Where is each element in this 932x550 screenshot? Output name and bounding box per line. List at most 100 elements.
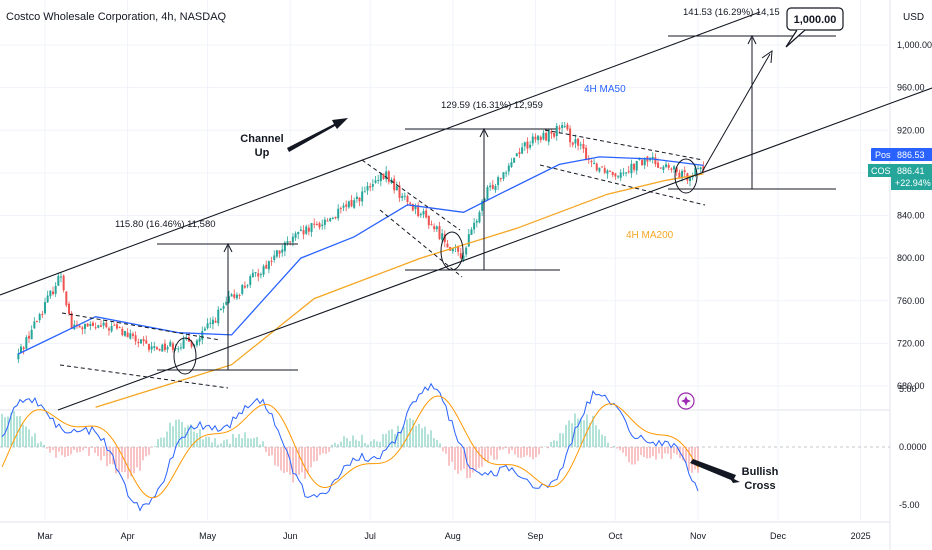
macd-histogram-bar	[493, 447, 495, 460]
candle-body	[342, 205, 345, 208]
chart-drawings[interactable]	[0, 7, 932, 483]
candle-body	[230, 294, 233, 297]
candle-body	[115, 324, 118, 329]
candle-body	[515, 153, 518, 157]
macd-histogram-bar	[427, 434, 429, 447]
channel-upper-line[interactable]	[0, 11, 761, 296]
macd-histogram-bar	[382, 434, 384, 447]
candle-body	[355, 196, 358, 200]
candle-body	[395, 186, 398, 191]
candle-body	[446, 243, 449, 248]
macd-histogram-bar	[652, 447, 654, 457]
macd-histogram-bar	[625, 447, 627, 457]
macd-histogram-bar	[226, 439, 228, 447]
macd-histogram-bar	[457, 447, 459, 474]
macd-histogram-bar	[433, 438, 435, 447]
macd-histogram-bar	[94, 447, 96, 453]
macd-histogram-bar	[502, 447, 504, 450]
macd-histogram-bar	[358, 441, 360, 447]
macd-histogram-bar	[313, 447, 315, 462]
pattern1-upper-dashed	[61, 312, 221, 341]
candle-body	[451, 248, 454, 252]
macd-histogram-bar	[499, 447, 501, 451]
macd-histogram-bar	[55, 447, 57, 458]
candle-body	[555, 125, 558, 136]
macd-histogram-bar	[634, 447, 636, 465]
price-tick-label: 840.00	[897, 211, 925, 221]
macd-histogram-bar	[325, 447, 327, 454]
candle-body	[315, 223, 318, 225]
candle-body	[265, 264, 268, 269]
candle-body	[430, 224, 433, 226]
macd-histogram-bar	[676, 447, 678, 455]
macd-histogram-bar	[166, 431, 168, 447]
ticker-value: 886.41	[897, 166, 925, 176]
candle-body	[257, 273, 260, 277]
candle-body	[526, 141, 529, 149]
projection-arrow	[701, 53, 771, 173]
macd-histogram-bar	[148, 447, 150, 455]
macd-histogram-bar	[235, 437, 237, 447]
candle-body	[641, 159, 644, 166]
candle-body	[547, 129, 550, 142]
macd-histogram-bar	[190, 424, 192, 447]
macd-histogram-bar	[232, 433, 234, 447]
candle-body	[593, 162, 596, 164]
macd-histogram-bar	[262, 441, 264, 447]
macd-histogram-bar	[448, 447, 450, 466]
candle-body	[222, 306, 225, 309]
candle-body	[406, 196, 409, 202]
candle-body	[662, 166, 665, 170]
macd-histogram-bar	[76, 447, 78, 453]
candle-body	[387, 171, 390, 182]
candle-body	[337, 208, 340, 219]
candle-body	[435, 226, 438, 230]
macd-histogram-bar	[205, 436, 207, 447]
macd-histogram-bar	[538, 447, 540, 455]
macd-histogram-bar	[631, 447, 633, 465]
macd-histogram-bar	[274, 447, 276, 466]
macd-histogram-bar	[403, 426, 405, 447]
candle-body	[683, 170, 686, 173]
target-callout[interactable]	[786, 7, 844, 31]
macd-histogram-bar	[19, 415, 21, 447]
candle-body	[203, 328, 206, 331]
candle-body	[286, 241, 289, 244]
macd-tick-label: 0.0000	[899, 442, 927, 452]
macd-histogram-bar	[43, 444, 45, 447]
candle-body	[251, 272, 254, 278]
macd-histogram-bar	[604, 436, 606, 447]
macd-histogram-bar	[508, 447, 510, 454]
time-tick-label: Oct	[608, 531, 623, 541]
macd-histogram-bar	[415, 425, 417, 447]
measure1-arrowhead	[223, 242, 233, 253]
time-tick-label: Jun	[283, 531, 298, 541]
candle-body	[219, 309, 222, 311]
candle-body	[166, 347, 169, 350]
macd-histogram-bar	[322, 447, 324, 454]
candle-body	[70, 313, 73, 329]
candle-body	[235, 294, 238, 299]
macd-histogram-bar	[256, 437, 258, 447]
macd-histogram-bar	[406, 419, 408, 447]
candle-body	[630, 163, 633, 174]
macd-histogram-bar	[553, 440, 555, 447]
macd-histogram-bar	[673, 447, 675, 454]
channel-lower-line[interactable]	[57, 87, 932, 411]
candle-body	[427, 215, 430, 226]
candle-body	[91, 322, 94, 326]
macd-histogram-bar	[541, 447, 543, 448]
time-axis[interactable]: MarAprMayJunJulAugSepOctNovDec20252	[37, 531, 932, 541]
macd-histogram-bar	[511, 447, 513, 451]
candle-body	[334, 216, 337, 219]
candle-body	[382, 173, 385, 179]
macd-histogram-bar	[529, 447, 531, 457]
candle-body	[633, 163, 636, 170]
candle-body	[238, 294, 241, 296]
macd-histogram-bar	[286, 447, 288, 473]
candle-body	[214, 320, 217, 323]
macd-histogram-bar	[64, 447, 66, 458]
bullish-cross-label-line2: Cross	[744, 480, 775, 492]
candle-body	[502, 172, 505, 179]
